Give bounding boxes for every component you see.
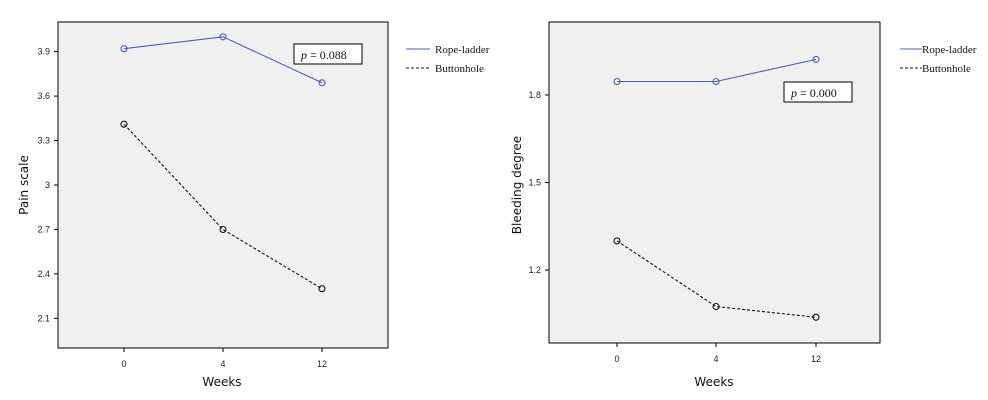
chart1-y-tick-label: 3.9 xyxy=(37,47,50,57)
chart1-p-value-text: p = 0.088 xyxy=(300,48,347,62)
chart2-p-symbol: p xyxy=(790,86,797,100)
chart2-y-axis-title: Bleeding degree xyxy=(510,136,524,234)
chart1-y-tick-label: 3 xyxy=(45,180,50,190)
chart1-x-axis-title: Weeks xyxy=(202,375,241,389)
chart2-p-value: = 0.000 xyxy=(797,86,837,100)
chart1-y-tick-label: 2.1 xyxy=(37,313,50,323)
chart1-data-point-buttonhole xyxy=(120,120,128,128)
chart1-p-value-box xyxy=(293,43,363,65)
chart1-series-line-buttonhole xyxy=(123,123,323,290)
chart1-data-point-rope-ladder xyxy=(219,33,227,41)
chart2-x-tick-label: 12 xyxy=(811,354,821,364)
chart2-data-point-buttonhole xyxy=(812,313,820,321)
chart1-series-line-rope-ladder xyxy=(123,36,323,84)
chart1-x-tick-label: 0 xyxy=(121,359,126,369)
chart2-series-line-rope-ladder xyxy=(617,58,817,83)
chart2-plot-area xyxy=(548,21,881,344)
chart2-p-value-text: p = 0.000 xyxy=(790,86,837,100)
chart1-legend-label-rope-ladder: Rope-ladder xyxy=(435,44,490,56)
chart1-data-point-rope-ladder xyxy=(120,45,128,53)
chart2-legend-label-rope-ladder: Rope-ladder xyxy=(922,44,977,56)
chart2-y-tick-label: 1.2 xyxy=(528,265,541,275)
chart1-data-point-buttonhole xyxy=(219,225,227,234)
chart2-y-tick-label: 1.8 xyxy=(528,90,541,100)
chart2-data-point-rope-ladder xyxy=(613,77,621,86)
chart2-series-line-buttonhole xyxy=(616,240,817,318)
chart2-data-point-buttonhole xyxy=(712,302,720,311)
chart1-x-tick-label: 4 xyxy=(220,359,225,369)
chart1-y-tick-label: 3.6 xyxy=(37,91,50,101)
chart2-x-tick-label: 0 xyxy=(614,354,619,364)
chart2-x-axis-title: Weeks xyxy=(694,375,733,389)
chart1-y-tick-label: 2.7 xyxy=(37,224,50,234)
chart1-legend-label-buttonhole: Buttonhole xyxy=(435,63,484,75)
chart1-p-symbol: p xyxy=(300,48,307,62)
chart1-data-point-rope-ladder xyxy=(318,79,326,87)
chart1-plot-area xyxy=(57,21,389,349)
chart2-y-tick-label: 1.5 xyxy=(528,178,541,188)
chart1-x-tick-label: 12 xyxy=(317,359,327,369)
chart1-y-axis-title: Pain scale xyxy=(17,155,31,215)
chart1-data-point-buttonhole xyxy=(318,285,326,293)
chart2-data-point-rope-ladder xyxy=(812,55,820,63)
chart1-y-tick-label: 2.4 xyxy=(37,269,50,279)
chart1-p-value: = 0.088 xyxy=(307,48,347,62)
chart2-legend-label-buttonhole: Buttonhole xyxy=(922,63,971,75)
chart2-x-tick-label: 4 xyxy=(713,354,718,364)
chart1-y-tick-label: 3.3 xyxy=(37,136,50,146)
chart2-data-point-buttonhole xyxy=(613,237,621,245)
chart2-p-value-box xyxy=(783,81,853,103)
chart2-data-point-rope-ladder xyxy=(712,77,720,86)
